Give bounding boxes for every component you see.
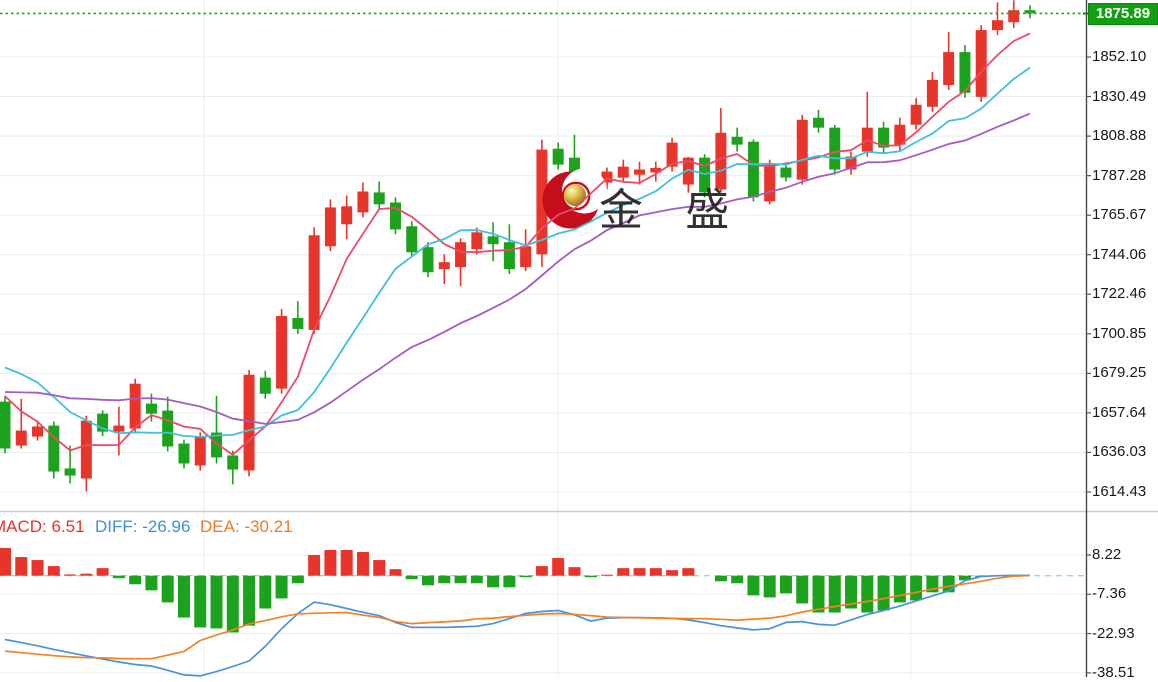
price-axis-label: 1765.67 <box>1092 206 1147 223</box>
price-axis-label: 1614.43 <box>1092 483 1147 500</box>
axis-ticks <box>1083 12 1091 674</box>
current-price-badge: 1875.89 <box>1088 3 1158 25</box>
candles-layer <box>0 0 1036 492</box>
macd-axis-label: -22.93 <box>1092 625 1135 642</box>
dea-value-label: DEA: -30.21 <box>200 517 293 536</box>
diff-value-label: DIFF: -26.96 <box>95 517 191 536</box>
macd-axis-label: -7.36 <box>1092 585 1127 602</box>
ma-line-21 <box>4 112 1031 425</box>
macd-histogram <box>0 547 988 633</box>
macd-axis-label: -38.51 <box>1092 664 1135 681</box>
price-axis-label: 1852.10 <box>1092 48 1147 65</box>
price-axis-label: 1679.25 <box>1092 364 1147 381</box>
price-axis-label: 1657.64 <box>1092 404 1147 421</box>
diff-line <box>4 574 1030 677</box>
price-axis-label: 1636.03 <box>1092 443 1147 460</box>
price-axis-label: 1808.88 <box>1092 127 1147 144</box>
watermark-brand-text: 金 盛 <box>599 186 745 235</box>
price-axis-label: 1722.46 <box>1092 285 1147 302</box>
price-axis-label: 1700.85 <box>1092 325 1147 342</box>
ma-line-10 <box>4 66 1031 438</box>
price-axis-label: 1830.49 <box>1092 88 1147 105</box>
price-axis-label: 1787.28 <box>1092 167 1147 184</box>
macd-axis-label: 8.22 <box>1092 546 1122 563</box>
macd-value-label: MACD: 6.51 <box>0 517 85 536</box>
dea-line <box>4 574 1031 660</box>
price-axis-label: 1744.06 <box>1092 246 1147 263</box>
ma-line-5 <box>4 32 1031 456</box>
